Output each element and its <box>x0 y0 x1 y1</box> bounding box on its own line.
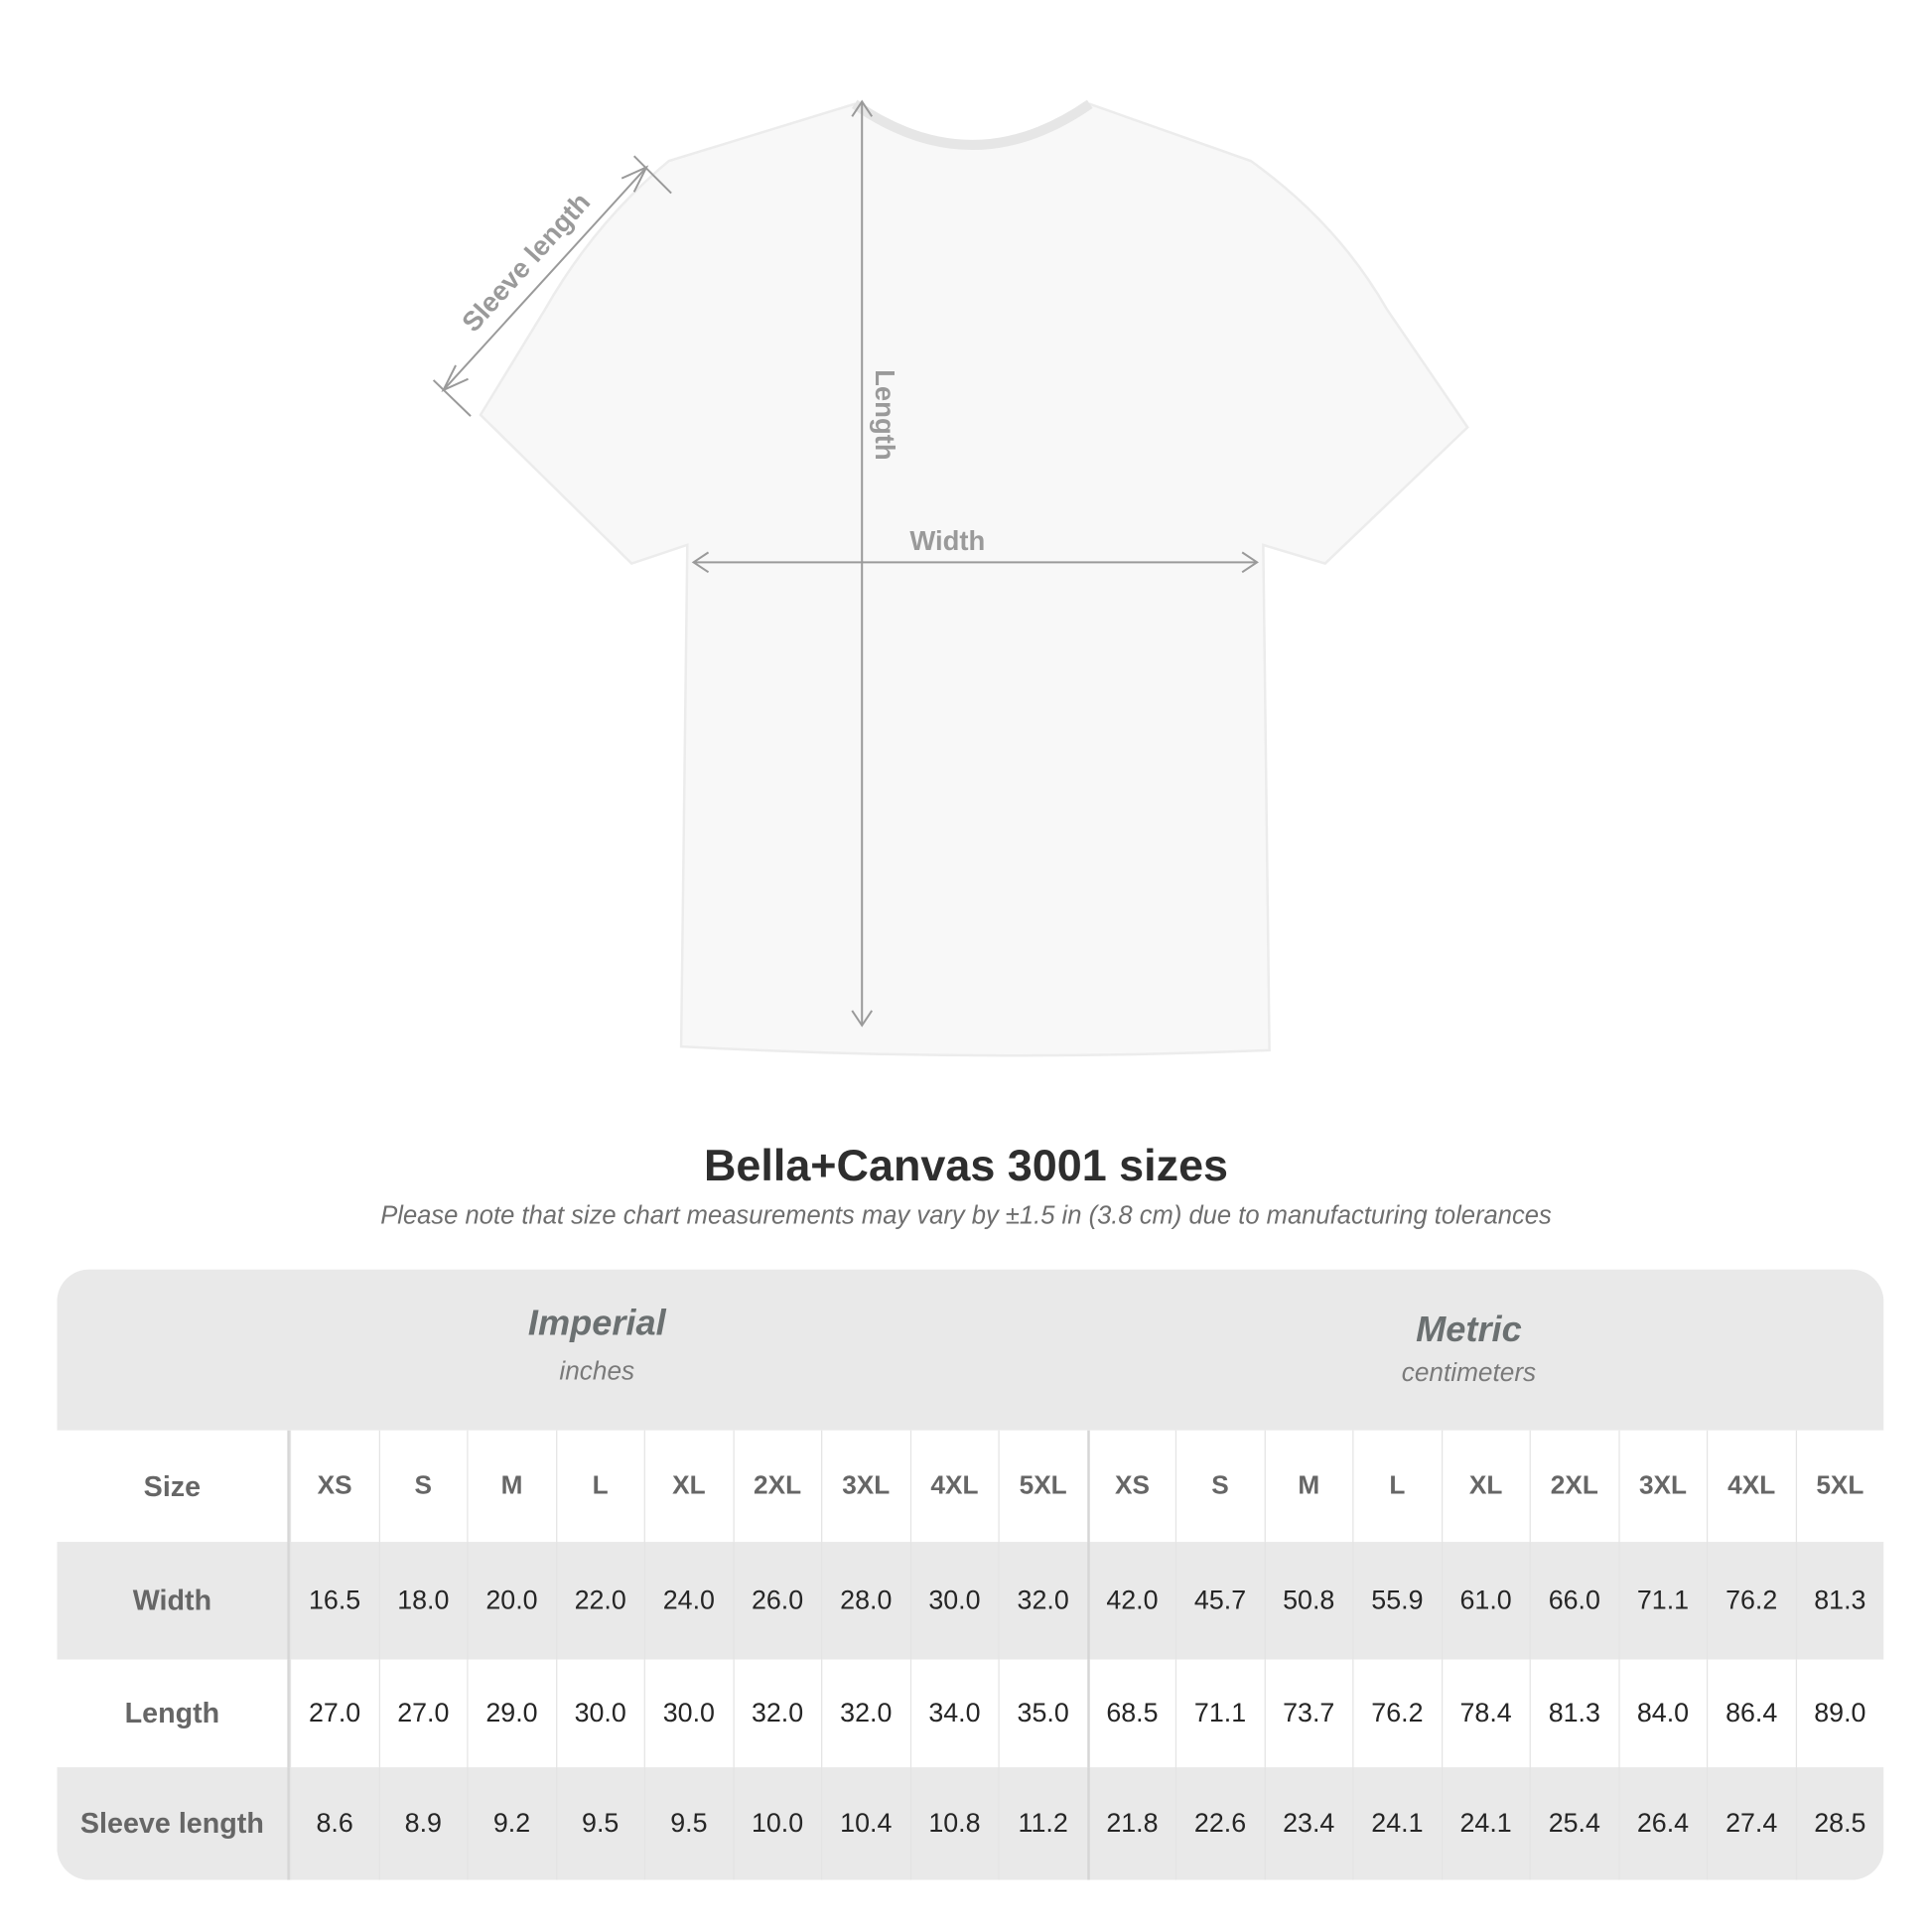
row-label: Width <box>57 1542 290 1660</box>
imperial-value-cell: 11.2 <box>998 1767 1086 1880</box>
imperial-value-cell: 9.5 <box>643 1767 733 1880</box>
imperial-value-cell: 32.0 <box>732 1659 821 1768</box>
size-table: Imperial inches Metric centimeters Size X… <box>57 1269 1884 1880</box>
size-imperial-header: L <box>555 1430 643 1543</box>
width-label: Width <box>909 524 986 557</box>
metric-value-cell: 71.1 <box>1617 1542 1707 1660</box>
imperial-value-cell: 30.0 <box>909 1542 998 1660</box>
size-metric-header: 3XL <box>1617 1430 1707 1543</box>
metric-value-cell: 76.2 <box>1352 1659 1441 1768</box>
tshirt-diagram <box>432 99 1469 1057</box>
metric-value-cell: 26.4 <box>1617 1767 1707 1880</box>
table-row: Width 16.5 18.0 20.0 22.0 24.0 26.0 28.0 30.0 32.… <box>57 1542 1884 1660</box>
metric-value-cell: 66.0 <box>1529 1542 1618 1660</box>
imperial-value-cell: 34.0 <box>909 1659 998 1768</box>
size-imperial-header: M <box>467 1430 555 1543</box>
imperial-value-cell: 32.0 <box>998 1542 1086 1660</box>
metric-value-cell: 78.4 <box>1441 1659 1529 1768</box>
imperial-value-cell: 32.0 <box>821 1659 909 1768</box>
imperial-value-cell: 30.0 <box>555 1659 643 1768</box>
size-imperial-header: 2XL <box>732 1430 821 1543</box>
metric-value-cell: 86.4 <box>1706 1659 1795 1768</box>
metric-value-cell: 22.6 <box>1174 1767 1264 1880</box>
imperial-value-cell: 35.0 <box>998 1659 1086 1768</box>
metric-value-cell: 84.0 <box>1617 1659 1707 1768</box>
length-label: Length <box>869 369 900 461</box>
row-label: Length <box>57 1659 290 1768</box>
imperial-value-cell: 27.0 <box>378 1659 467 1768</box>
size-metric-header: L <box>1352 1430 1441 1543</box>
metric-header: Metric centimeters <box>1221 1311 1717 1389</box>
imperial-value-cell: 9.5 <box>555 1767 643 1880</box>
size-imperial-header: 4XL <box>909 1430 998 1543</box>
size-imperial-header: XL <box>643 1430 733 1543</box>
metric-value-cell: 23.4 <box>1264 1767 1352 1880</box>
imperial-value-cell: 26.0 <box>732 1542 821 1660</box>
size-imperial-header: S <box>378 1430 467 1543</box>
imperial-value-cell: 24.0 <box>643 1542 733 1660</box>
imperial-value-cell: 10.8 <box>909 1767 998 1880</box>
metric-value-cell: 55.9 <box>1352 1542 1441 1660</box>
size-imperial-header: 5XL <box>998 1430 1086 1543</box>
imperial-value-cell: 29.0 <box>467 1659 555 1768</box>
tshirt-image <box>479 102 1469 1057</box>
size-metric-header: XL <box>1441 1430 1529 1543</box>
row-label: Size <box>57 1430 290 1543</box>
imperial-value-cell: 10.0 <box>732 1767 821 1880</box>
metric-value-cell: 21.8 <box>1086 1767 1175 1880</box>
imperial-value-cell: 8.9 <box>378 1767 467 1880</box>
metric-value-cell: 27.4 <box>1706 1767 1795 1880</box>
row-label: Sleeve length <box>57 1767 290 1880</box>
metric-value-cell: 25.4 <box>1529 1767 1618 1880</box>
metric-value-cell: 68.5 <box>1086 1659 1175 1768</box>
size-metric-header: 5XL <box>1795 1430 1883 1543</box>
imperial-title: Imperial <box>527 1304 666 1344</box>
table-row: Length 27.0 27.0 29.0 30.0 30.0 32.0 32.0 34.0 35… <box>57 1659 1884 1768</box>
metric-value-cell: 61.0 <box>1441 1542 1529 1660</box>
size-metric-header: 4XL <box>1706 1430 1795 1543</box>
tolerance-note: Please note that size chart measurements… <box>380 1201 1552 1230</box>
size-metric-header: XS <box>1086 1430 1175 1543</box>
size-metric-header: 2XL <box>1529 1430 1618 1543</box>
metric-value-cell: 71.1 <box>1174 1659 1264 1768</box>
imperial-value-cell: 22.0 <box>555 1542 643 1660</box>
metric-value-cell: 81.3 <box>1795 1542 1883 1660</box>
metric-value-cell: 24.1 <box>1352 1767 1441 1880</box>
table-header-band: Imperial inches Metric centimeters <box>57 1269 1884 1431</box>
imperial-value-cell: 27.0 <box>289 1659 378 1768</box>
metric-value-cell: 24.1 <box>1441 1767 1529 1880</box>
metric-value-cell: 28.5 <box>1795 1767 1883 1880</box>
metric-value-cell: 81.3 <box>1529 1659 1618 1768</box>
metric-unit: centimeters <box>1401 1358 1537 1388</box>
metric-title: Metric <box>1416 1310 1522 1350</box>
imperial-unit: inches <box>559 1357 635 1386</box>
imperial-header: Imperial inches <box>349 1305 845 1388</box>
imperial-value-cell: 28.0 <box>821 1542 909 1660</box>
imperial-value-cell: 30.0 <box>643 1659 733 1768</box>
chart-title: Bella+Canvas 3001 sizes <box>703 1139 1229 1190</box>
imperial-value-cell: 8.6 <box>289 1767 378 1880</box>
size-metric-header: M <box>1264 1430 1352 1543</box>
size-header-row: Size XS S M L XL 2XL 3XL 4XL 5XL XS S M L XL 2XL 3XL 4XL 5… <box>57 1430 1884 1543</box>
sleeve-measure-line <box>442 166 647 391</box>
imperial-value-cell: 20.0 <box>467 1542 555 1660</box>
imperial-value-cell: 18.0 <box>378 1542 467 1660</box>
imperial-value-cell: 16.5 <box>289 1542 378 1660</box>
size-imperial-header: XS <box>289 1430 378 1543</box>
metric-value-cell: 76.2 <box>1706 1542 1795 1660</box>
imperial-value-cell: 10.4 <box>821 1767 909 1880</box>
metric-value-cell: 45.7 <box>1174 1542 1264 1660</box>
metric-value-cell: 50.8 <box>1264 1542 1352 1660</box>
table-row: Sleeve length 8.6 8.9 9.2 9.5 9.5 10.0 10.4 10.8… <box>57 1767 1884 1880</box>
metric-value-cell: 73.7 <box>1264 1659 1352 1768</box>
metric-value-cell: 89.0 <box>1795 1659 1883 1768</box>
size-metric-header: S <box>1174 1430 1264 1543</box>
metric-value-cell: 42.0 <box>1086 1542 1175 1660</box>
size-imperial-header: 3XL <box>821 1430 909 1543</box>
imperial-value-cell: 9.2 <box>467 1767 555 1880</box>
